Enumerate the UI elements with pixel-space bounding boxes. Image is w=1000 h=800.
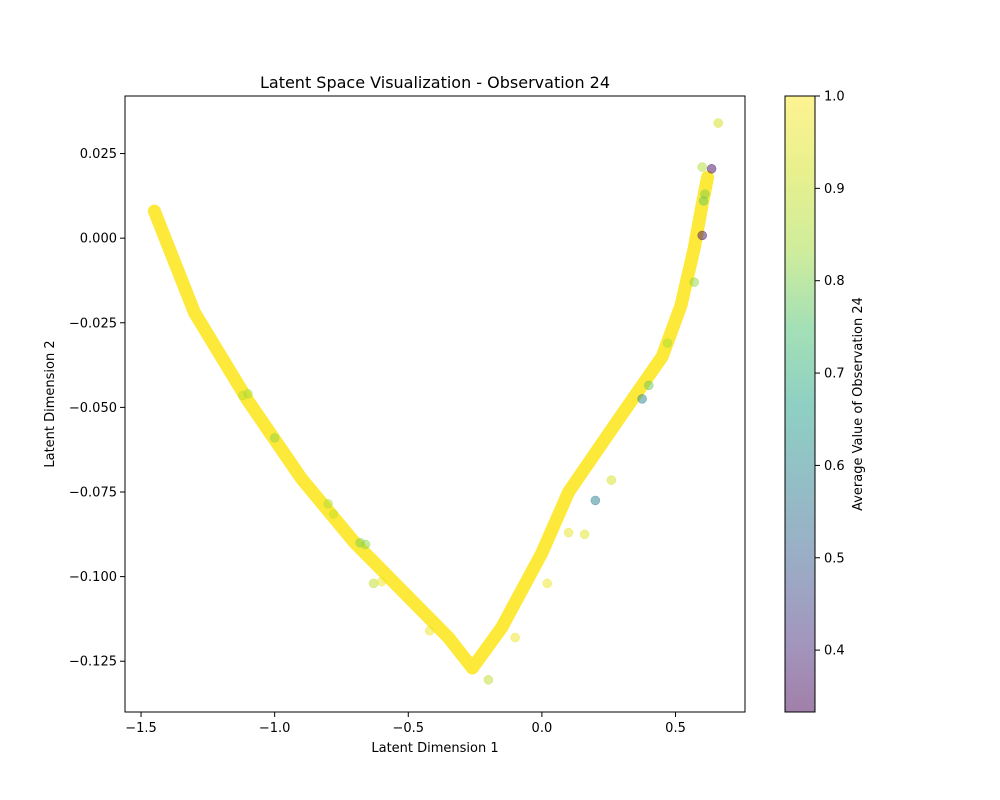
y-tick-label: 0.000 — [80, 232, 117, 247]
data-point — [542, 578, 552, 589]
x-tick-label: −0.5 — [392, 721, 424, 736]
y-tick-label: −0.125 — [69, 655, 117, 670]
data-point — [697, 162, 707, 172]
data-point — [697, 230, 707, 241]
colorbar-ticks: 0.4 0.5 0.6 0.7 0.8 0.9 1.0 — [815, 90, 845, 659]
data-point — [606, 475, 617, 485]
data-point — [662, 338, 673, 348]
y-tick-label: −0.075 — [69, 486, 117, 501]
data-point — [713, 118, 724, 128]
x-axis-label: Latent Dimension 1 — [371, 741, 498, 756]
colorbar-tick-label: 0.6 — [824, 459, 845, 474]
data-point — [637, 394, 647, 404]
data-point — [644, 380, 654, 391]
data-point — [563, 527, 574, 538]
main-point-band — [147, 170, 715, 675]
data-point — [323, 499, 333, 509]
colorbar-label: Average Value of Observation 24 — [851, 297, 866, 511]
colorbar-tick-label: 0.9 — [824, 182, 845, 197]
data-point — [706, 164, 717, 174]
data-point — [424, 626, 435, 636]
data-point — [510, 632, 520, 643]
data-point — [269, 433, 280, 443]
y-tick-label: 0.025 — [80, 147, 117, 162]
y-axis-label: Latent Dimension 2 — [43, 340, 58, 467]
x-tick-label: 0.5 — [665, 721, 686, 736]
x-tick-label: −1.0 — [259, 721, 291, 736]
y-tick-label: −0.050 — [69, 401, 117, 416]
data-point — [483, 675, 494, 685]
data-point — [360, 539, 371, 550]
data-point — [689, 277, 699, 287]
data-point — [579, 529, 590, 540]
scatter-points — [147, 118, 724, 685]
colorbar-tick-label: 0.7 — [824, 367, 845, 382]
colorbar-tick-label: 1.0 — [824, 90, 845, 105]
data-point — [328, 509, 339, 519]
y-axis: 0.025 0.000 −0.025 −0.050 −0.075 −0.100 −0.125 — [69, 147, 125, 670]
x-axis: −1.5 −1.0 −0.5 0.0 0.5 — [125, 712, 686, 736]
x-tick-label: 0.0 — [532, 721, 553, 736]
data-point — [368, 578, 379, 589]
data-point — [243, 389, 253, 399]
data-point — [698, 196, 709, 206]
colorbar-tick-label: 0.8 — [824, 274, 845, 289]
chart-title: Latent Space Visualization - Observation… — [260, 73, 610, 92]
x-tick-label: −1.5 — [125, 721, 157, 736]
colorbar-tick-label: 0.5 — [824, 551, 845, 566]
y-tick-label: −0.025 — [69, 316, 117, 331]
data-point — [590, 495, 601, 506]
colorbar — [784, 95, 816, 713]
y-tick-label: −0.100 — [69, 570, 117, 585]
data-point — [376, 576, 387, 587]
plot-frame — [124, 95, 746, 713]
colorbar-tick-label: 0.4 — [824, 644, 845, 659]
